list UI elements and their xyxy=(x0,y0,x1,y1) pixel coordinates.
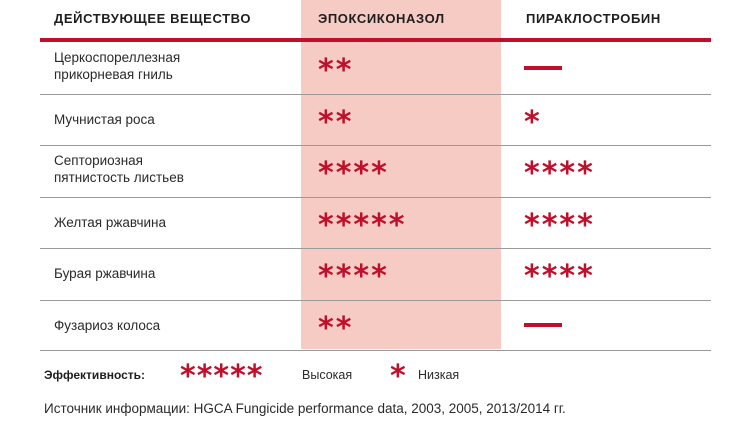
epoxiconazole-rating: ***** xyxy=(318,208,407,243)
pyraclostrobin-rating: **** xyxy=(524,259,595,294)
table-row: Бурая ржавчина **** **** xyxy=(40,248,711,301)
epoxiconazole-rating: **** xyxy=(318,156,389,191)
epoxiconazole-column-highlight xyxy=(301,0,501,349)
disease-name: Септориозная пятнистость листьев xyxy=(54,153,184,185)
pyraclostrobin-rating: **** xyxy=(524,156,595,191)
table-row: Желтая ржавчина ***** **** xyxy=(40,197,711,249)
table-row: Церкоспореллезная прикорневая гниль ** xyxy=(40,42,711,95)
epoxiconazole-rating: ** xyxy=(318,311,354,346)
epoxiconazole-rating: **** xyxy=(318,259,389,294)
legend-high-stars: ***** xyxy=(180,359,264,394)
disease-name: Мучнистая роса xyxy=(54,112,155,127)
legend-low-star: * xyxy=(390,359,407,394)
disease-name: Фузариоз колоса xyxy=(54,318,161,333)
disease-name: Желтая ржавчина xyxy=(54,215,166,230)
epoxiconazole-rating: ** xyxy=(318,53,354,88)
table-header: ДЕЙСТВУЮЩЕЕ ВЕЩЕСТВО ЭПОКСИКОНАЗОЛ ПИРАК… xyxy=(40,0,711,38)
pyraclostrobin-no-effect-dash xyxy=(524,66,562,70)
header-divider xyxy=(40,38,711,42)
table-row: Фузариоз колоса ** xyxy=(40,300,711,351)
epoxiconazole-rating: ** xyxy=(318,105,354,140)
table-row: Септориозная пятнистость листьев **** **** xyxy=(40,145,711,198)
legend-low-text: Низкая xyxy=(418,368,460,382)
legend-high-text: Высокая xyxy=(302,368,353,382)
header-pyraclostrobin: ПИРАКЛОСТРОБИН xyxy=(526,11,661,26)
legend-label: Эффективность: xyxy=(44,368,146,382)
pyraclostrobin-rating: * xyxy=(524,105,542,140)
disease-name: Церкоспореллезная прикорневая гниль xyxy=(54,50,181,82)
header-substance: ДЕЙСТВУЮЩЕЕ ВЕЩЕСТВО xyxy=(54,11,252,26)
table-row: Мучнистая роса ** * xyxy=(40,94,711,146)
legend: Эффективность: ***** Высокая * Низкая xyxy=(40,358,711,394)
disease-name: Бурая ржавчина xyxy=(54,266,156,281)
source-note: Источник информации: HGCA Fungicide perf… xyxy=(44,401,566,416)
pyraclostrobin-rating: **** xyxy=(524,208,595,243)
header-epoxiconazole: ЭПОКСИКОНАЗОЛ xyxy=(318,11,445,26)
pyraclostrobin-no-effect-dash xyxy=(524,323,562,327)
